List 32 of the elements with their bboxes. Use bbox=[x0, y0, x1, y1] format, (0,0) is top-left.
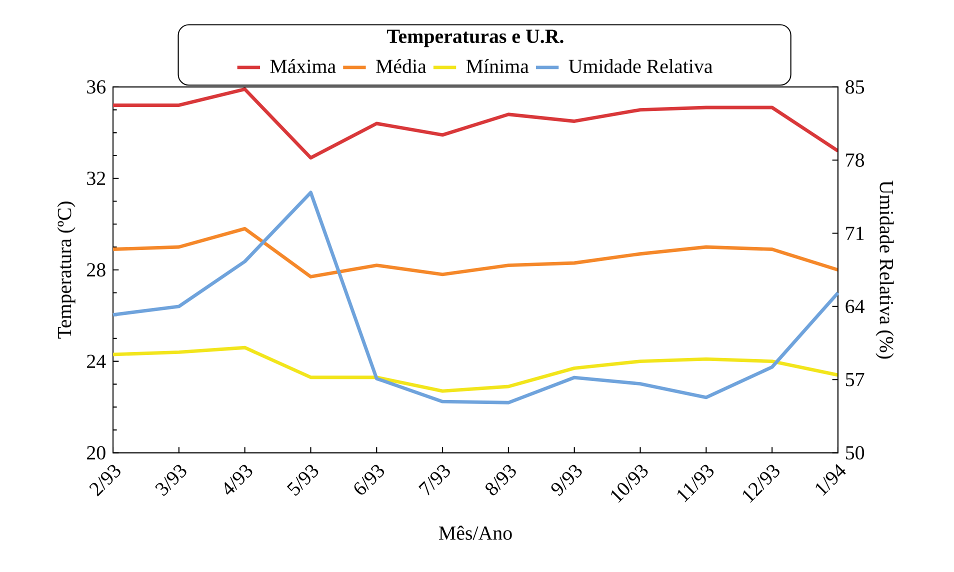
legend-label: Mínima bbox=[466, 59, 529, 74]
x-tick-label: 8/93 bbox=[486, 464, 516, 496]
legend-label: Umidade Relativa bbox=[568, 59, 712, 74]
x-tick-label: 9/93 bbox=[551, 464, 582, 496]
x-axis-title: Mês/Ano bbox=[438, 526, 512, 540]
y-tick-label: 24 bbox=[87, 354, 106, 368]
line-series bbox=[113, 227, 838, 279]
x-tick-label: 5/93 bbox=[286, 464, 318, 496]
line-series bbox=[113, 346, 838, 393]
y-tick-label: 28 bbox=[87, 263, 106, 277]
y-axis-title: Temperatura (ºC) bbox=[57, 202, 76, 339]
line-series bbox=[111, 190, 840, 404]
y2-tick-label: 50 bbox=[846, 446, 864, 460]
y-tick-label: 36 bbox=[87, 80, 106, 94]
y2-axis-title: Umidade Relativa (%) bbox=[876, 180, 894, 359]
x-tick-label: 7/93 bbox=[418, 464, 450, 496]
y2-tick-label: 71 bbox=[846, 226, 864, 240]
x-tick-label: 6/93 bbox=[354, 464, 384, 495]
x-tick-label: 2/93 bbox=[89, 464, 120, 496]
legend-label: Média bbox=[376, 59, 426, 74]
y-tick-label: 32 bbox=[87, 172, 106, 186]
x-tick-label: 4/93 bbox=[224, 464, 252, 495]
y2-tick-label: 57 bbox=[846, 373, 864, 386]
x-tick-label: 1/94 bbox=[816, 464, 846, 496]
y2-tick-label: 85 bbox=[846, 80, 864, 94]
legend-label: Máxima bbox=[270, 59, 336, 74]
y2-tick-label: 78 bbox=[846, 153, 864, 167]
y2-tick-label: 64 bbox=[846, 300, 864, 314]
y-tick-label: 20 bbox=[87, 446, 106, 460]
legend-title: Temperaturas e U.R. bbox=[387, 30, 564, 48]
line-series bbox=[113, 88, 838, 160]
x-tick-label: 3/93 bbox=[155, 464, 186, 496]
